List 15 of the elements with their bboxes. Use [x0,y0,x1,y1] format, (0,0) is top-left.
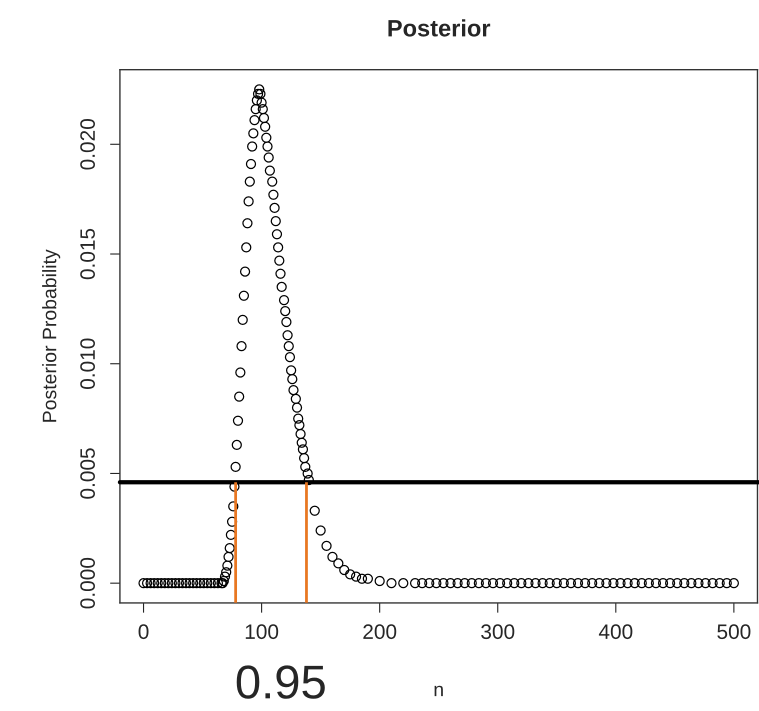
y-tick-label: 0.005 [80,448,95,499]
x-tick-label: 200 [363,624,396,640]
x-axis-title: n [434,686,443,696]
y-tick-label: 0.010 [80,338,95,389]
text: 0.95 [236,665,325,699]
y-axis-title: Posterior Probability [42,249,60,422]
y-tick-label: 0.020 [80,119,95,170]
x-tick-label: 300 [481,624,514,640]
x-tick-label: 100 [246,624,278,640]
x-tick-label: 400 [598,624,632,640]
y-tick-label: 0.015 [80,228,95,280]
x-tick-label: 500 [717,624,750,640]
x-tick-label: 0 [138,624,149,640]
chart-title: Posterior [388,19,490,37]
y-tick-label: 0.000 [80,558,95,608]
